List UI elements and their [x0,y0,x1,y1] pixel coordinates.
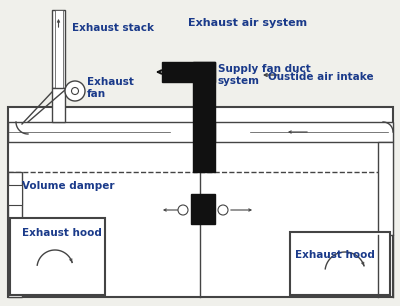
Bar [193,62,215,172]
Text: Exhaust air system: Exhaust air system [188,18,308,28]
Bar [290,232,390,295]
Text: Supply fan duct
system: Supply fan duct system [218,64,311,86]
Bar [378,142,393,235]
Circle shape [178,205,188,215]
Bar [10,218,105,295]
Bar [191,194,215,224]
Bar [52,10,65,88]
Bar [8,172,22,297]
Bar [8,185,22,205]
Bar [54,10,62,88]
Bar [8,122,195,142]
Text: Exhaust hood: Exhaust hood [22,228,102,238]
Text: Exhaust stack: Exhaust stack [72,23,154,33]
Circle shape [65,81,85,101]
Circle shape [218,205,228,215]
Text: Volume damper: Volume damper [22,181,114,191]
Circle shape [72,88,78,95]
Text: Oustide air intake: Oustide air intake [268,72,374,82]
Bar [162,62,215,82]
Bar [215,122,393,142]
Text: Exhaust
fan: Exhaust fan [87,77,134,99]
Bar [8,107,393,297]
Text: Exhaust hood: Exhaust hood [295,250,375,260]
Bar [52,88,65,122]
